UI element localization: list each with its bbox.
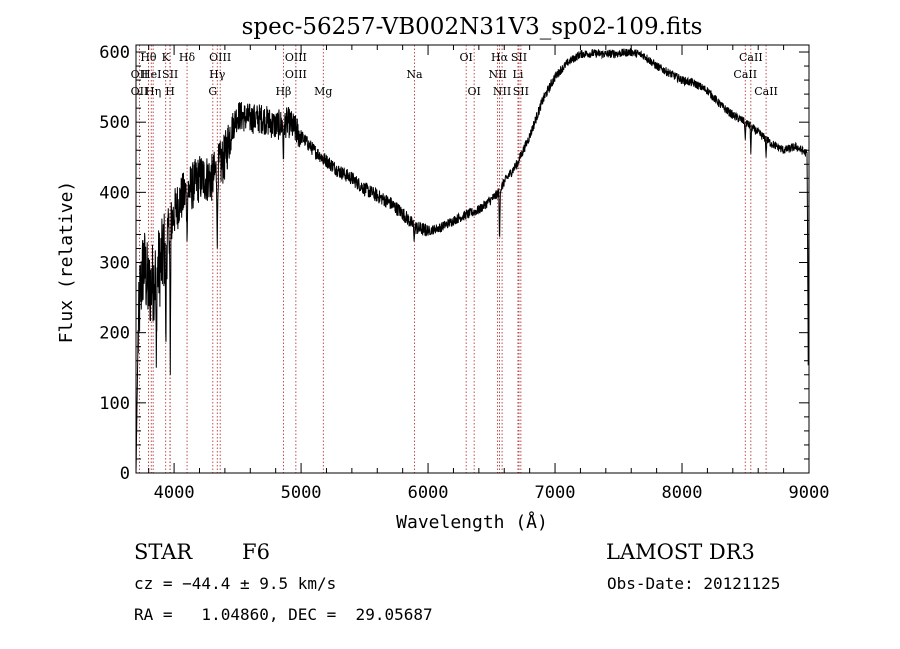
emission-line-markers xyxy=(139,45,767,473)
x-tick-label: 7000 xyxy=(535,483,576,503)
line-label: SII xyxy=(511,51,527,64)
spectral-subclass: F6 xyxy=(242,540,270,564)
line-label: NII xyxy=(488,68,506,81)
line-label: OIII xyxy=(285,68,307,81)
line-label: OI xyxy=(459,51,472,64)
spectrum-line xyxy=(135,47,810,474)
line-label: HeI xyxy=(141,68,161,81)
y-tick-label: 100 xyxy=(99,394,130,414)
line-label: Na xyxy=(406,68,423,81)
line-label: OIII xyxy=(209,51,231,64)
x-tick-label: 6000 xyxy=(408,483,449,503)
line-label: Hθ xyxy=(140,51,157,64)
line-label: Li xyxy=(513,68,524,81)
line-label: OIII xyxy=(285,51,307,64)
line-label: Hα xyxy=(491,51,509,64)
line-label: Hβ xyxy=(275,85,291,98)
y-tick-label: 300 xyxy=(99,254,130,274)
redshift-readout: cz = −44.4 ± 9.5 km/s xyxy=(134,574,336,593)
observation-date: Obs-Date: 20121125 xyxy=(607,574,780,593)
y-tick-label: 600 xyxy=(99,43,130,63)
line-label: Hδ xyxy=(179,51,196,64)
y-axis: 0 100 200 300 400 500 600 xyxy=(99,43,809,484)
x-tick-label: 4000 xyxy=(154,483,195,503)
line-label: SII xyxy=(162,68,178,81)
line-label: Hγ xyxy=(209,68,226,81)
object-type: STAR xyxy=(134,540,193,564)
y-tick-label: 500 xyxy=(99,113,130,133)
line-label: G xyxy=(208,85,217,98)
x-axis-label: Wavelength (Å) xyxy=(396,511,548,533)
line-label: OII xyxy=(131,68,149,81)
line-label: CaII xyxy=(739,51,763,64)
x-tick-label: 5000 xyxy=(281,483,322,503)
plot-frame xyxy=(135,44,810,474)
line-label: Mg xyxy=(314,85,332,98)
coordinates-readout: RA = 1.04860, DEC = 29.05687 xyxy=(134,605,433,624)
emission-line-labels: OII OII Hθ HeI Hη K SII H Hδ OIII Hγ G OIII OIII Hβ Mg N… xyxy=(131,51,778,98)
line-label: CaII xyxy=(754,85,778,98)
line-label: CaII xyxy=(733,68,757,81)
line-label: Hη xyxy=(145,85,161,98)
line-label: OII xyxy=(131,85,149,98)
x-axis: 4000 5000 6000 7000 8000 9000 xyxy=(148,45,830,503)
line-label: K xyxy=(162,51,171,64)
y-tick-label: 400 xyxy=(99,183,130,203)
x-tick-label: 8000 xyxy=(662,483,703,503)
line-label: OI xyxy=(467,85,480,98)
line-label: H xyxy=(165,85,175,98)
y-tick-label: 0 xyxy=(120,464,130,484)
y-tick-label: 200 xyxy=(99,324,130,344)
chart-title: spec-56257-VB002N31V3_sp02-109.fits xyxy=(242,14,703,40)
line-label: NII xyxy=(493,85,511,98)
line-label: SII xyxy=(513,85,529,98)
x-tick-label: 9000 xyxy=(789,483,830,503)
y-axis-label: Flux (relative) xyxy=(56,181,77,344)
survey-name: LAMOST DR3 xyxy=(606,540,755,564)
